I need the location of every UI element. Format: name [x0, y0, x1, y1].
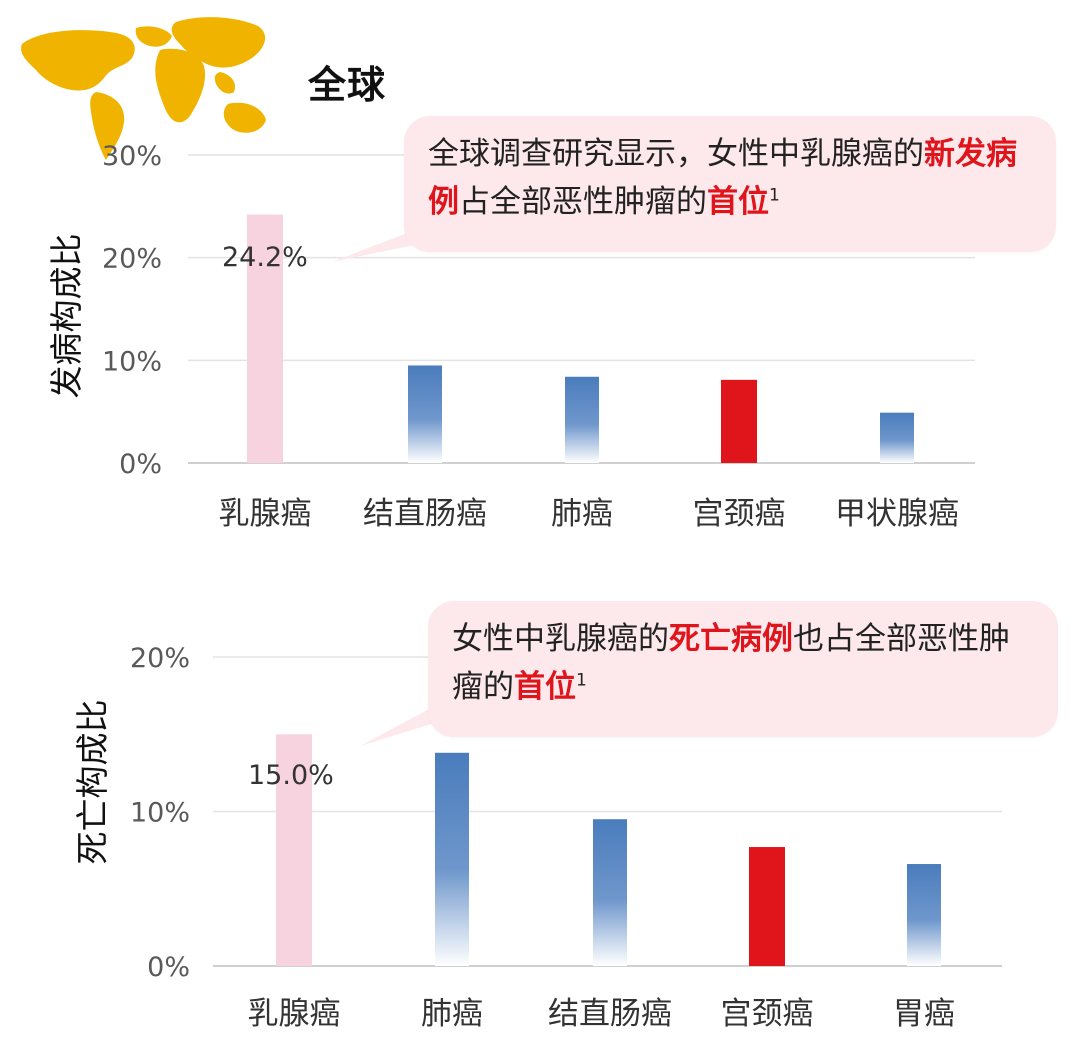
bar-blue: [593, 819, 627, 966]
highlight-text: 死亡病例: [669, 621, 793, 657]
x-category-label: 胃癌: [893, 996, 955, 1032]
data-label: 15.0%: [248, 760, 334, 791]
world-map-icon: [21, 17, 266, 160]
x-category-label: 甲状腺癌: [835, 496, 959, 532]
x-category-label: 肺癌: [421, 996, 483, 1032]
callout-text: 也占全部恶性肿瘤的: [452, 621, 1010, 705]
x-category-label: 宫颈癌: [693, 496, 786, 532]
footnote-mark: 1: [769, 185, 780, 206]
bar-red: [721, 379, 757, 463]
y-tick-label: 0%: [119, 449, 162, 480]
highlight-text: 首位: [707, 184, 769, 220]
bar-blue: [408, 365, 442, 463]
x-category-label: 肺癌: [551, 496, 613, 532]
x-category-label: 乳腺癌: [248, 996, 341, 1032]
bar-blue: [565, 376, 599, 463]
x-category-label: 乳腺癌: [219, 496, 312, 532]
y-tick-label: 30%: [102, 141, 162, 172]
bar-blue: [907, 864, 941, 966]
mortality-callout: 女性中乳腺癌的死亡病例也占全部恶性肿瘤的首位1: [428, 601, 1058, 737]
y-tick-label: 10%: [130, 798, 190, 829]
bar-blue: [880, 412, 914, 463]
footnote-mark: 1: [576, 670, 587, 691]
x-category-label: 结直肠癌: [548, 996, 672, 1032]
y-tick-label: 20%: [130, 643, 190, 674]
x-category-label: 结直肠癌: [363, 496, 487, 532]
y-axis-label: 死亡构成比: [73, 700, 112, 865]
y-tick-label: 0%: [147, 952, 190, 983]
bar-blue: [435, 752, 469, 966]
highlight-text: 新发病例: [428, 136, 1017, 220]
x-category-label: 宫颈癌: [721, 996, 814, 1032]
callout-text: 女性中乳腺癌的: [452, 621, 669, 657]
y-axis-label: 发病构成比: [47, 234, 86, 399]
incidence-callout: 全球调查研究显示，女性中乳腺癌的新发病例占全部恶性肿瘤的首位1: [404, 116, 1056, 252]
callout-text: 全球调查研究显示，女性中乳腺癌的: [428, 136, 924, 172]
data-label: 24.2%: [222, 242, 308, 273]
bar-pink: [276, 734, 312, 966]
y-tick-label: 20%: [102, 244, 162, 275]
y-tick-label: 10%: [102, 346, 162, 377]
region-title: 全球: [308, 63, 387, 107]
highlight-text: 首位: [514, 669, 576, 705]
bar-red: [749, 847, 785, 966]
bar-pink: [247, 214, 283, 463]
callout-text: 占全部恶性肿瘤的: [459, 184, 707, 220]
